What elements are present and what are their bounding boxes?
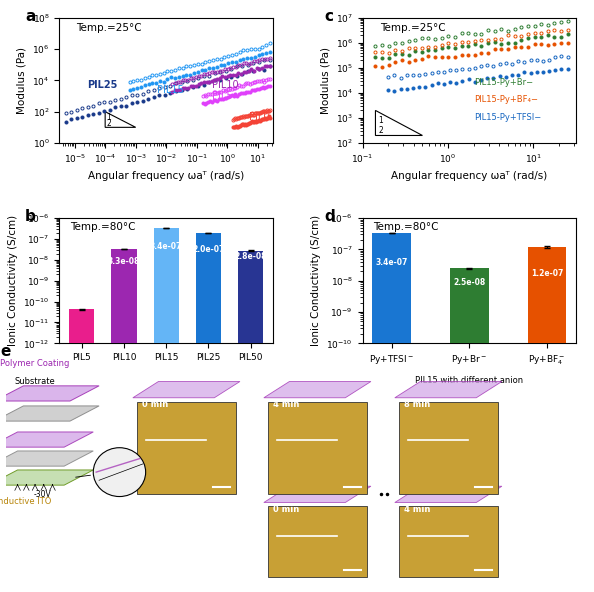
Polygon shape xyxy=(264,381,371,398)
Y-axis label: Ionic Conductivity (S/cm): Ionic Conductivity (S/cm) xyxy=(8,215,18,346)
Polygon shape xyxy=(137,401,236,494)
Circle shape xyxy=(93,448,146,497)
Polygon shape xyxy=(133,381,240,398)
Y-axis label: Ionic Conductivity (S/cm): Ionic Conductivity (S/cm) xyxy=(311,215,321,346)
Bar xyxy=(450,268,489,592)
Text: a: a xyxy=(25,9,36,24)
Text: 3.4e-07: 3.4e-07 xyxy=(375,258,408,267)
Bar xyxy=(69,310,94,592)
Text: PIL5: PIL5 xyxy=(212,91,233,101)
Bar xyxy=(372,233,411,592)
Text: 2: 2 xyxy=(378,126,383,135)
Text: 4 min: 4 min xyxy=(403,505,430,514)
Text: 2: 2 xyxy=(107,119,112,128)
Bar xyxy=(153,228,179,592)
Polygon shape xyxy=(0,432,93,447)
Text: Temp.=80°C: Temp.=80°C xyxy=(373,222,439,232)
Text: Temp.=25°C: Temp.=25°C xyxy=(77,22,142,33)
Polygon shape xyxy=(0,386,99,401)
Text: PIL10: PIL10 xyxy=(212,80,239,90)
Text: PIL0: PIL0 xyxy=(248,111,269,121)
Text: d: d xyxy=(324,210,335,224)
Polygon shape xyxy=(0,451,93,466)
Text: Conductive ITO: Conductive ITO xyxy=(0,497,51,506)
Polygon shape xyxy=(264,486,371,503)
Polygon shape xyxy=(268,401,367,494)
Bar xyxy=(111,249,137,592)
Polygon shape xyxy=(268,506,367,577)
Text: 0 min: 0 min xyxy=(273,505,299,514)
Text: PIL15-Py+TFSI−: PIL15-Py+TFSI− xyxy=(473,113,541,122)
Text: PIL25: PIL25 xyxy=(87,80,117,90)
Polygon shape xyxy=(395,381,502,398)
Text: Temp.=80°C: Temp.=80°C xyxy=(70,222,135,232)
Text: PIL15-Py+Br−: PIL15-Py+Br− xyxy=(473,78,533,87)
X-axis label: Angular frequency ωaᵀ (rad/s): Angular frequency ωaᵀ (rad/s) xyxy=(88,170,244,181)
Text: 0 min: 0 min xyxy=(141,400,168,409)
Text: 2.5e-08: 2.5e-08 xyxy=(453,278,485,287)
X-axis label: Angular frequency ωaᵀ (rad/s): Angular frequency ωaᵀ (rad/s) xyxy=(391,170,548,181)
Text: 1: 1 xyxy=(107,112,112,121)
Text: 4.2e-11: 4.2e-11 xyxy=(66,291,98,300)
Text: 3.3e-08: 3.3e-08 xyxy=(108,258,140,266)
Text: 1: 1 xyxy=(378,116,383,125)
Polygon shape xyxy=(0,470,93,485)
Text: e: e xyxy=(0,345,11,359)
Y-axis label: Modulus (Pa): Modulus (Pa) xyxy=(320,47,330,114)
Polygon shape xyxy=(399,506,498,577)
Polygon shape xyxy=(399,401,498,494)
Text: 2.0e-07: 2.0e-07 xyxy=(192,244,225,253)
Bar xyxy=(195,233,221,592)
Bar xyxy=(527,247,567,592)
Text: 8 min: 8 min xyxy=(403,400,430,409)
Text: 3.4e-07: 3.4e-07 xyxy=(150,242,182,251)
Text: b: b xyxy=(25,210,36,224)
Polygon shape xyxy=(395,486,502,503)
Text: Substrate: Substrate xyxy=(15,377,55,386)
Text: Temp.=25°C: Temp.=25°C xyxy=(380,22,446,33)
Text: PIL15: PIL15 xyxy=(157,85,184,95)
Text: 2.8e-08: 2.8e-08 xyxy=(234,252,267,262)
Polygon shape xyxy=(0,406,99,421)
Text: 4 min: 4 min xyxy=(273,400,299,409)
Text: PIL15 with different anion: PIL15 with different anion xyxy=(415,377,523,385)
Text: c: c xyxy=(324,9,333,24)
Bar xyxy=(238,250,263,592)
Text: -30V: -30V xyxy=(34,490,52,498)
Y-axis label: Modulus (Pa): Modulus (Pa) xyxy=(17,47,27,114)
Text: PIL15-Py+BF₄−: PIL15-Py+BF₄− xyxy=(473,95,538,104)
Text: 1.2e-07: 1.2e-07 xyxy=(531,269,563,278)
Text: Polymer Coating: Polymer Coating xyxy=(1,359,69,368)
